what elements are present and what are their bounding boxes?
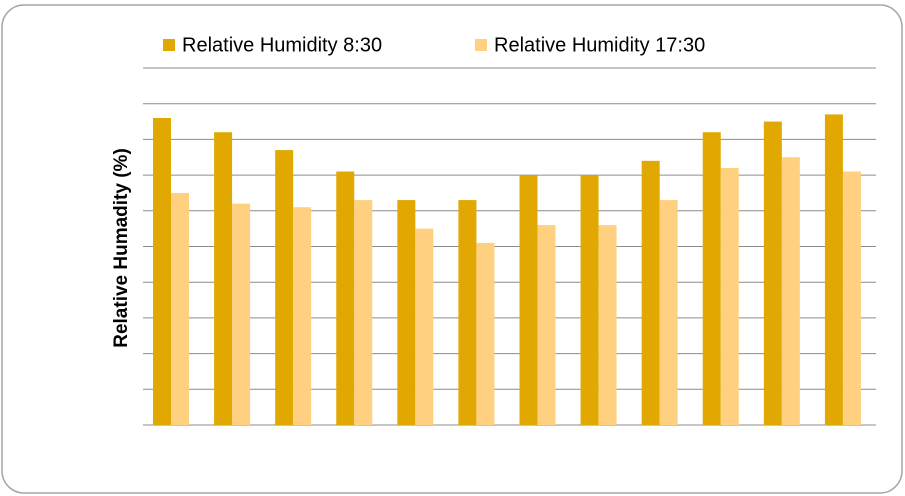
bar [598,225,617,425]
bar [842,171,861,425]
legend-swatch [475,39,487,51]
bar [537,225,556,425]
bar [720,167,739,425]
bar [824,114,843,425]
bar [781,157,800,425]
bar [336,171,355,425]
legend-label: Relative Humidity 8:30 [182,34,382,56]
bar [641,160,660,425]
legend-label: Relative Humidity 17:30 [494,34,705,56]
bar [293,207,312,425]
bar [476,242,495,425]
bar [519,175,538,425]
bar [458,200,477,425]
bar [763,121,782,426]
bar [659,200,678,425]
bar [153,117,171,425]
bar [580,175,599,425]
bar [397,200,416,425]
bar [214,132,233,425]
bar [275,150,294,426]
bar [702,132,721,425]
bar [171,192,189,425]
bar [415,228,434,425]
legend-swatch [163,39,175,51]
bar [232,203,251,425]
bar [354,200,373,425]
y-axis-label: Relative Humadity (%) [111,148,132,348]
